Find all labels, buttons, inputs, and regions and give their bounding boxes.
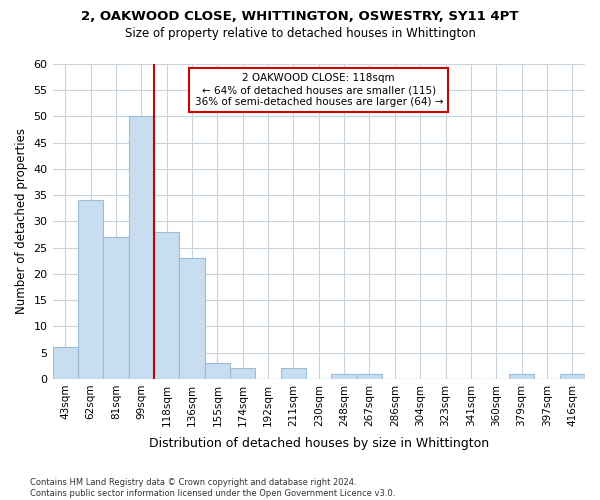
Bar xyxy=(53,348,78,379)
Text: 2, OAKWOOD CLOSE, WHITTINGTON, OSWESTRY, SY11 4PT: 2, OAKWOOD CLOSE, WHITTINGTON, OSWESTRY,… xyxy=(81,10,519,23)
Bar xyxy=(154,232,179,379)
Bar xyxy=(331,374,357,379)
Text: Contains HM Land Registry data © Crown copyright and database right 2024.
Contai: Contains HM Land Registry data © Crown c… xyxy=(30,478,395,498)
Bar xyxy=(103,237,128,379)
Bar xyxy=(230,368,256,379)
Bar xyxy=(128,116,154,379)
Bar xyxy=(560,374,585,379)
X-axis label: Distribution of detached houses by size in Whittington: Distribution of detached houses by size … xyxy=(149,437,489,450)
Bar xyxy=(205,363,230,379)
Bar xyxy=(179,258,205,379)
Bar xyxy=(509,374,534,379)
Bar xyxy=(357,374,382,379)
Text: 2 OAKWOOD CLOSE: 118sqm
← 64% of detached houses are smaller (115)
36% of semi-d: 2 OAKWOOD CLOSE: 118sqm ← 64% of detache… xyxy=(194,74,443,106)
Bar xyxy=(281,368,306,379)
Y-axis label: Number of detached properties: Number of detached properties xyxy=(15,128,28,314)
Bar xyxy=(78,200,103,379)
Text: Size of property relative to detached houses in Whittington: Size of property relative to detached ho… xyxy=(125,28,475,40)
